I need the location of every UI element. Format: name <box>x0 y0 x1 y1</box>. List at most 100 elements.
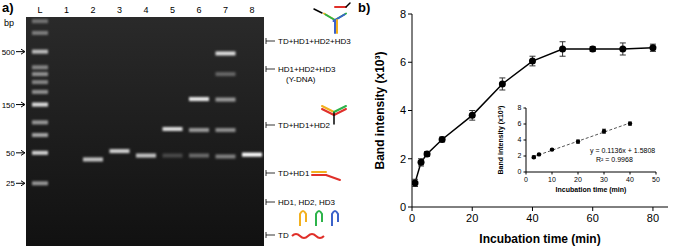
marker-label: 150 <box>2 101 16 110</box>
annotation-pointer <box>266 170 275 176</box>
gel-band <box>189 128 209 132</box>
x-tick-label: 60 <box>587 212 599 224</box>
error-bar <box>499 78 505 90</box>
y-tick-label: 8 <box>518 104 522 111</box>
data-point <box>418 159 425 166</box>
data-point <box>628 121 632 125</box>
gel-band <box>216 154 236 158</box>
y-tick <box>524 108 527 109</box>
icon-strand <box>292 234 324 238</box>
icon-hairpin <box>332 211 338 226</box>
error-bar <box>576 140 580 143</box>
annotation-label: HD1+HD2+HD3 <box>278 65 336 74</box>
x-axis <box>412 207 668 208</box>
annotation-sublabel: (Y-DNA) <box>286 75 316 84</box>
x-tick-label: 40 <box>526 212 538 224</box>
trend-equation: y = 0.1136x + 1.5808 <box>590 147 655 155</box>
icon-hairpin <box>316 211 322 226</box>
data-point <box>529 58 536 65</box>
gel-band <box>32 50 48 54</box>
y-tick <box>408 207 412 208</box>
icon-strand <box>335 6 346 8</box>
gel-band <box>136 154 156 158</box>
gel-band <box>189 97 209 101</box>
marker-label: 500 <box>2 48 16 57</box>
gel-band <box>163 154 183 158</box>
y-tick <box>408 110 412 111</box>
icon-strand <box>333 113 335 124</box>
data-point <box>576 139 580 143</box>
icon-strand <box>312 171 326 173</box>
x-tick-label: 40 <box>626 176 634 183</box>
trend-r2: R² = 0.9968 <box>596 156 633 163</box>
lane-label: 4 <box>143 5 148 15</box>
icon-strand <box>312 174 326 176</box>
gel-band <box>32 120 48 124</box>
error-bar <box>650 44 656 51</box>
data-point <box>559 45 566 52</box>
gel-band <box>32 133 48 137</box>
inset-chart: 0102030405002468Incubation time (min)Ban… <box>495 100 668 195</box>
gel-band <box>189 154 209 158</box>
data-point <box>469 112 476 119</box>
lane-label: 7 <box>223 5 228 15</box>
annotation-label: HD1, HD2, HD3 <box>278 198 335 207</box>
marker-label: 25 <box>6 179 15 188</box>
x-axis <box>526 172 656 173</box>
x-tick-label: 20 <box>466 212 478 224</box>
error-bar <box>560 42 566 56</box>
data-point <box>550 147 554 151</box>
y-tick-label: 0 <box>400 201 406 213</box>
error-bar <box>418 159 424 166</box>
error-bar <box>412 179 418 186</box>
data-point <box>589 45 596 52</box>
marker-label: 50 <box>6 149 15 158</box>
gel-band <box>216 72 236 76</box>
annotation-label: TD+HD1+HD2+HD3 <box>278 37 351 46</box>
x-tick <box>604 172 605 175</box>
lane-label: 3 <box>117 5 122 15</box>
y-tick <box>524 140 527 141</box>
icon-strand <box>336 20 338 33</box>
annotation-label: TD+HD1+HD2 <box>278 121 331 130</box>
gel-band <box>110 149 130 153</box>
x-tick <box>552 172 553 175</box>
y-tick-label: 0 <box>518 168 522 175</box>
data-point <box>532 155 536 159</box>
x-tick <box>472 207 473 211</box>
gel-band <box>216 51 236 55</box>
gel-band <box>32 103 48 107</box>
x-tick-label: 0 <box>409 212 415 224</box>
x-tick <box>630 172 631 175</box>
annotation-pointer <box>266 232 275 238</box>
gel-band <box>32 65 48 69</box>
marker-arrow <box>16 102 25 107</box>
lane-label: 6 <box>196 5 201 15</box>
x-tick-label: 50 <box>652 176 660 183</box>
icon-strand <box>314 9 322 13</box>
lane-label: 5 <box>170 5 175 15</box>
data-point <box>412 179 419 186</box>
x-tick <box>532 207 533 211</box>
x-tick-label: 10 <box>548 176 556 183</box>
error-bar <box>532 156 536 158</box>
main-chart: 02040608002468Incubation time (min)Band … <box>373 8 668 246</box>
icon-strand <box>334 109 346 115</box>
gel-band <box>32 151 48 155</box>
x-tick-label: 20 <box>574 176 582 183</box>
x-axis-label: Incubation time (min) <box>479 232 600 246</box>
y-axis-label: Band intensity (x10³) <box>497 106 505 175</box>
y-tick-label: 4 <box>400 104 406 116</box>
x-tick-label: 0 <box>524 176 528 183</box>
error-bar <box>602 129 606 133</box>
gel-band <box>32 181 48 185</box>
x-tick <box>652 207 653 211</box>
data-point <box>499 80 506 87</box>
annotation-label: TD+HD1 <box>278 169 310 178</box>
gel-band <box>32 19 48 23</box>
gel-band <box>83 157 103 161</box>
annotation-pointer <box>266 38 275 44</box>
error-bar <box>469 111 475 121</box>
gel-band <box>32 90 48 94</box>
data-point <box>602 129 606 133</box>
